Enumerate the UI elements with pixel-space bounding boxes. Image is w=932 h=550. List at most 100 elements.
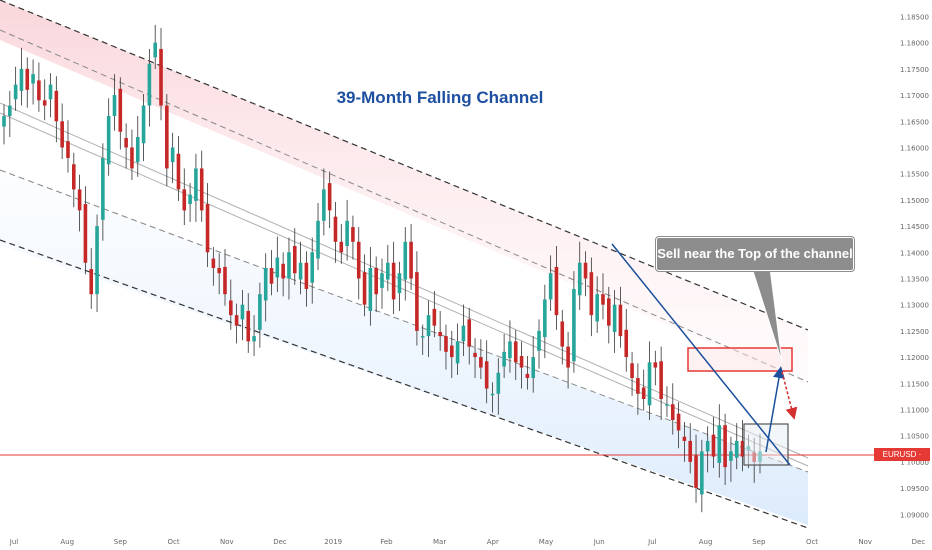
candle-body (234, 315, 239, 326)
candle-body (333, 216, 338, 242)
y-tick-label: 1.12000 (900, 354, 929, 362)
candle-body (292, 245, 297, 274)
candle-body (426, 315, 431, 337)
candle-body (31, 74, 35, 84)
x-tick-label: Nov (858, 538, 872, 546)
candle-body (444, 336, 448, 352)
candle-body (298, 262, 303, 280)
candle-body (583, 262, 588, 279)
candle-body (194, 168, 198, 201)
candle-body (304, 262, 309, 289)
candle-body (322, 189, 326, 221)
candle-body (682, 436, 687, 441)
candle-body (380, 273, 384, 288)
y-tick-label: 1.10500 (900, 433, 929, 441)
x-tick-label: Apr (487, 538, 499, 546)
y-tick-label: 1.13000 (900, 302, 929, 310)
candle-body (566, 346, 570, 368)
candle-body (101, 157, 105, 220)
candle-body (537, 330, 541, 351)
x-axis: Jul Aug Sep Oct Nov Dec 2019 Feb Mar Apr May Jun Jul… (9, 538, 926, 546)
candle-body (368, 268, 373, 311)
y-tick-label: 1.18500 (900, 13, 929, 21)
candle-body (229, 300, 233, 316)
candle-body (211, 258, 216, 268)
blue-trendline (611, 243, 791, 466)
candle-body (188, 194, 192, 205)
channel-lower-line (0, 239, 809, 529)
candle-body (170, 147, 175, 163)
candle-body (502, 351, 506, 367)
candle-body (543, 299, 547, 338)
candle-body (438, 331, 442, 337)
candle-body (118, 88, 123, 132)
y-tick-label: 1.14000 (900, 249, 929, 257)
candle-body (479, 357, 483, 368)
y-tick-label: 1.11000 (900, 406, 929, 414)
candle-body (420, 336, 425, 338)
y-tick-label: 1.09500 (900, 485, 929, 493)
x-tick-label: Aug (60, 538, 74, 546)
consolidation-box (743, 423, 789, 466)
x-tick-label: Mar (433, 538, 446, 546)
y-tick-label: 1.09000 (900, 511, 929, 519)
chart-title: 39-Month Falling Channel (336, 88, 544, 107)
candle-body (636, 378, 640, 394)
candle-body (548, 273, 553, 300)
candle-body (19, 68, 24, 91)
candle-body (217, 268, 221, 274)
candle-body (484, 361, 489, 389)
candle-body (740, 440, 745, 457)
candle-body (409, 241, 413, 279)
candle-body (630, 363, 634, 379)
red-down-arrow (781, 371, 798, 420)
candle-body (647, 362, 652, 406)
candle-body (269, 268, 274, 284)
y-tick-label: 1.10000 (900, 459, 929, 467)
candle-body (60, 121, 64, 148)
channel-top-band (0, 0, 808, 385)
candle-body (42, 100, 47, 106)
blue-up-arrow (765, 366, 785, 453)
candle-body (659, 361, 663, 399)
candle-body (490, 393, 495, 396)
y-tick-label: 1.16000 (900, 144, 929, 152)
candle-body (176, 153, 181, 190)
candle-body (700, 451, 704, 495)
candle-body (508, 341, 512, 359)
candle-body (362, 272, 367, 305)
channel-upper-line (0, 0, 809, 331)
candle-body (461, 325, 466, 342)
candle-body (397, 273, 402, 294)
candle-body (77, 189, 82, 211)
candle-body (455, 341, 460, 364)
candle-body (729, 451, 733, 461)
candle-body (513, 341, 518, 363)
candle-body (351, 227, 355, 242)
x-tick-label: Sep (114, 538, 128, 546)
candle-body (287, 252, 291, 279)
y-tick-label: 1.17000 (900, 92, 929, 100)
candle-body (723, 425, 727, 468)
channel-lower-mid-line (0, 169, 809, 473)
candle-body (199, 168, 204, 211)
candle-body (531, 357, 535, 379)
candle-body (467, 319, 472, 347)
candle-body (694, 455, 698, 489)
candle-body (688, 440, 693, 462)
candle-body (130, 147, 134, 169)
x-tick-label: May (539, 538, 553, 546)
y-tick-label: 1.13500 (900, 275, 929, 283)
candle-body (577, 262, 582, 296)
candle-body (153, 42, 157, 58)
candle-body (258, 294, 262, 330)
candle-body (653, 362, 658, 368)
candle-body (182, 189, 187, 211)
x-tick-label: Dec (912, 538, 926, 546)
last-price-tag: EURUSD · 1.10171 (874, 448, 930, 472)
candle-body (223, 266, 227, 295)
candle-body (124, 138, 128, 148)
channel-upper-mid-line (0, 29, 809, 383)
y-tick-label: 1.14500 (900, 223, 929, 231)
